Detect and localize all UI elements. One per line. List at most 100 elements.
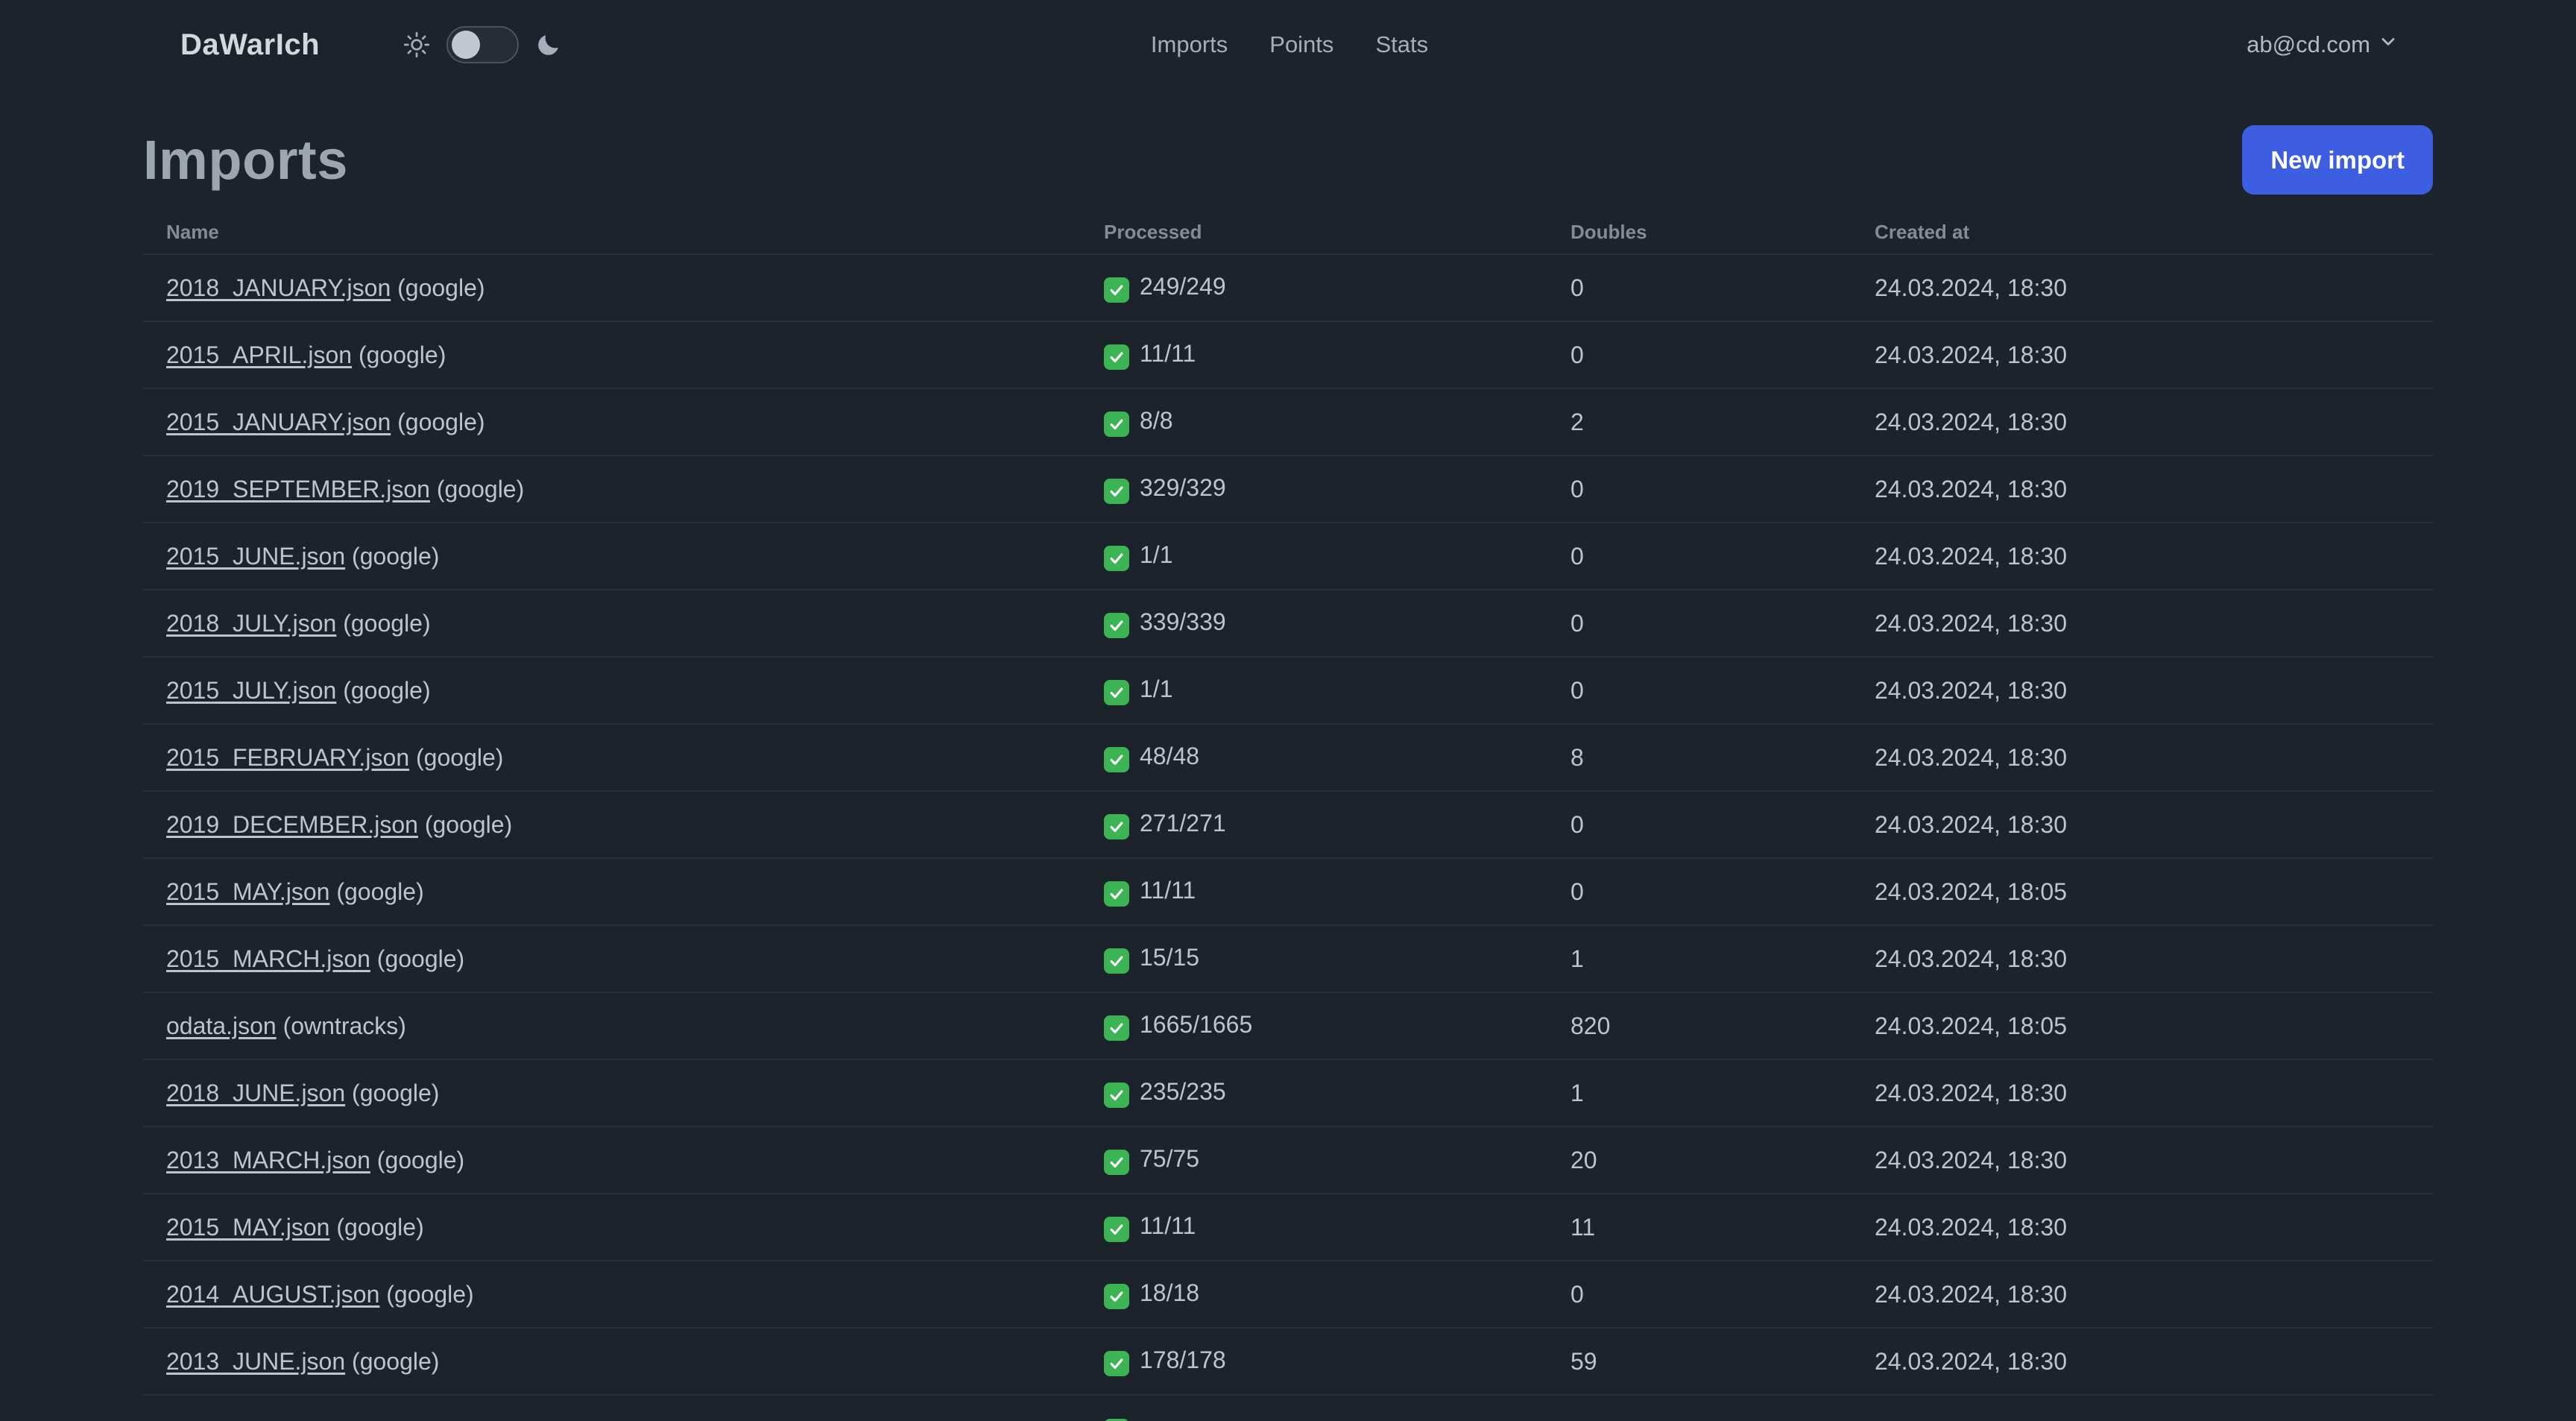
- import-file-link[interactable]: 2015_MAY.json: [166, 1213, 330, 1241]
- import-file-link[interactable]: 2015_FEBRUARY.json: [166, 743, 410, 771]
- import-name-cell: 2015_JUNE.json (google): [143, 523, 1081, 590]
- processed-cell: 271/271: [1081, 791, 1547, 858]
- table-row: 2015_MAY.json (google) 11/11 0 24.03.2024, …: [143, 858, 2433, 925]
- import-file-link[interactable]: 2018_JUNE.json: [166, 1079, 346, 1106]
- new-import-button[interactable]: New import: [2242, 125, 2433, 195]
- created-at-cell: 24.03.2024, 18:30: [1875, 475, 2068, 502]
- created-at-cell: 24.03.2024, 18:30: [1875, 609, 2068, 637]
- import-name-cell: 2015_MAY.json (google): [143, 1194, 1081, 1261]
- success-check-icon: [1104, 1284, 1129, 1309]
- import-file-link[interactable]: 2015_JANUARY.json: [166, 408, 391, 435]
- table-row: 2018_JANUARY.json (google) 249/249 0 24.03.…: [143, 254, 2433, 321]
- created-at-cell: 24.03.2024, 18:30: [1875, 408, 2068, 435]
- created-at-cell: 24.03.2024, 18:30: [1875, 810, 2068, 838]
- processed-count: 18/18: [1140, 1279, 1200, 1306]
- import-file-link[interactable]: 2019_SEPTEMBER.json: [166, 475, 430, 502]
- import-name-cell: [143, 1395, 1081, 1421]
- processed-cell: 1665/1665: [1081, 992, 1547, 1059]
- success-check-icon: [1104, 1015, 1129, 1041]
- import-file-link[interactable]: odata.json: [166, 1012, 277, 1039]
- processed-count: 271/271: [1140, 810, 1226, 836]
- processed-count: 329/329: [1140, 474, 1226, 501]
- import-file-link[interactable]: 2014_AUGUST.json: [166, 1280, 380, 1308]
- created-at-cell: 24.03.2024, 18:30: [1875, 341, 2068, 368]
- column-header-name: Name: [166, 221, 219, 243]
- doubles-cell: 0: [1570, 878, 1584, 905]
- processed-cell: 1/1: [1081, 657, 1547, 724]
- import-source-label: (google): [336, 609, 431, 637]
- import-file-link[interactable]: 2015_APRIL.json: [166, 341, 353, 368]
- nav-link-points[interactable]: Points: [1269, 31, 1334, 57]
- success-check-icon: [1104, 344, 1129, 370]
- table-row: 2015_FEBRUARY.json (google) 48/48 8 24.03.2…: [143, 724, 2433, 791]
- table-row: 2015_APRIL.json (google) 11/11 0 24.03.2024…: [143, 321, 2433, 388]
- main-nav: Imports Points Stats: [1151, 31, 1428, 58]
- success-check-icon: [1104, 613, 1129, 638]
- processed-count: 8/8: [1140, 407, 1173, 434]
- processed-cell: 249/249: [1081, 254, 1547, 321]
- import-source-label: (google): [352, 341, 446, 368]
- navbar-right: ab@cd.com: [1428, 31, 2399, 58]
- created-at-cell: 24.03.2024, 18:30: [1875, 1213, 2068, 1241]
- import-file-link[interactable]: 2018_JANUARY.json: [166, 274, 391, 301]
- import-file-link[interactable]: 2013_JUNE.json: [166, 1347, 346, 1375]
- created-at-cell: 24.03.2024, 18:30: [1875, 1347, 2068, 1375]
- created-at-cell: 24.03.2024, 18:30: [1875, 743, 2068, 771]
- import-source-label: (google): [391, 408, 485, 435]
- success-check-icon: [1104, 680, 1129, 705]
- success-check-icon: [1104, 814, 1129, 839]
- created-at-cell: 24.03.2024, 18:30: [1875, 676, 2068, 704]
- processed-cell: 18/18: [1081, 1261, 1547, 1328]
- imports-table: Name Processed Doubles Created at 2018_J…: [143, 211, 2433, 1421]
- processed-cell: 11/11: [1081, 858, 1547, 925]
- import-name-cell: 2019_SEPTEMBER.json (google): [143, 456, 1081, 523]
- processed-cell: 8/8: [1081, 388, 1547, 456]
- import-source-label: (google): [336, 676, 431, 704]
- import-file-link[interactable]: 2013_MARCH.json: [166, 1146, 370, 1173]
- import-name-cell: 2018_JUNE.json (google): [143, 1059, 1081, 1127]
- nav-link-imports[interactable]: Imports: [1150, 31, 1228, 57]
- imports-table-head: Name Processed Doubles Created at: [143, 211, 2433, 254]
- import-file-link[interactable]: 2015_JULY.json: [166, 676, 337, 704]
- doubles-cell: 0: [1570, 274, 1584, 301]
- processed-count: 1/1: [1140, 675, 1173, 702]
- created-at-cell: 24.03.2024, 18:30: [1875, 1146, 2068, 1173]
- table-row: 2019_SEPTEMBER.json (google) 329/329 0 24.0…: [143, 456, 2433, 523]
- import-file-link[interactable]: 2015_JUNE.json: [166, 542, 346, 570]
- import-source-label: (google): [345, 1347, 440, 1375]
- import-name-cell: 2015_JULY.json (google): [143, 657, 1081, 724]
- theme-toggle-group: [403, 26, 562, 63]
- created-at-cell: 24.03.2024, 18:05: [1875, 878, 2068, 905]
- theme-toggle[interactable]: [446, 26, 520, 63]
- imports-table-body: 2018_JANUARY.json (google) 249/249 0 24.03.…: [143, 254, 2433, 1421]
- import-name-cell: 2018_JANUARY.json (google): [143, 254, 1081, 321]
- processed-cell: 11/11: [1081, 321, 1547, 388]
- table-row: 2018_JUNE.json (google) 235/235 1 24.03.202…: [143, 1059, 2433, 1127]
- import-source-label: (google): [345, 1079, 440, 1106]
- success-check-icon: [1104, 747, 1129, 772]
- success-check-icon: [1104, 1217, 1129, 1242]
- success-check-icon: [1104, 881, 1129, 907]
- page-header: Imports New import: [143, 125, 2433, 195]
- user-menu[interactable]: ab@cd.com: [2247, 31, 2399, 58]
- doubles-cell: 2: [1570, 408, 1584, 435]
- import-file-link[interactable]: 2015_MAY.json: [166, 878, 330, 905]
- nav-link-stats[interactable]: Stats: [1375, 31, 1429, 57]
- import-file-link[interactable]: 2015_MARCH.json: [166, 945, 370, 972]
- table-row: 2015_JULY.json (google) 1/1 0 24.03.2024, 1…: [143, 657, 2433, 724]
- table-row: 2015_MAY.json (google) 11/11 11 24.03.2024,…: [143, 1194, 2433, 1261]
- doubles-cell: [1547, 1395, 1852, 1421]
- doubles-cell: 1: [1570, 1079, 1584, 1106]
- import-file-link[interactable]: 2018_JULY.json: [166, 609, 337, 637]
- brand-logo[interactable]: DaWarIch: [180, 28, 321, 61]
- import-name-cell: 2018_JULY.json (google): [143, 590, 1081, 657]
- processed-count: 11/11: [1140, 340, 1196, 367]
- column-header-processed: Processed: [1104, 221, 1202, 243]
- import-file-link[interactable]: 2019_DECEMBER.json: [166, 810, 418, 838]
- import-name-cell: 2015_JANUARY.json (google): [143, 388, 1081, 456]
- processed-cell: 339/339: [1081, 590, 1547, 657]
- doubles-cell: 8: [1570, 743, 1584, 771]
- import-source-label: (google): [391, 274, 485, 301]
- import-source-label: (google): [345, 542, 440, 570]
- import-source-label: (google): [409, 743, 504, 771]
